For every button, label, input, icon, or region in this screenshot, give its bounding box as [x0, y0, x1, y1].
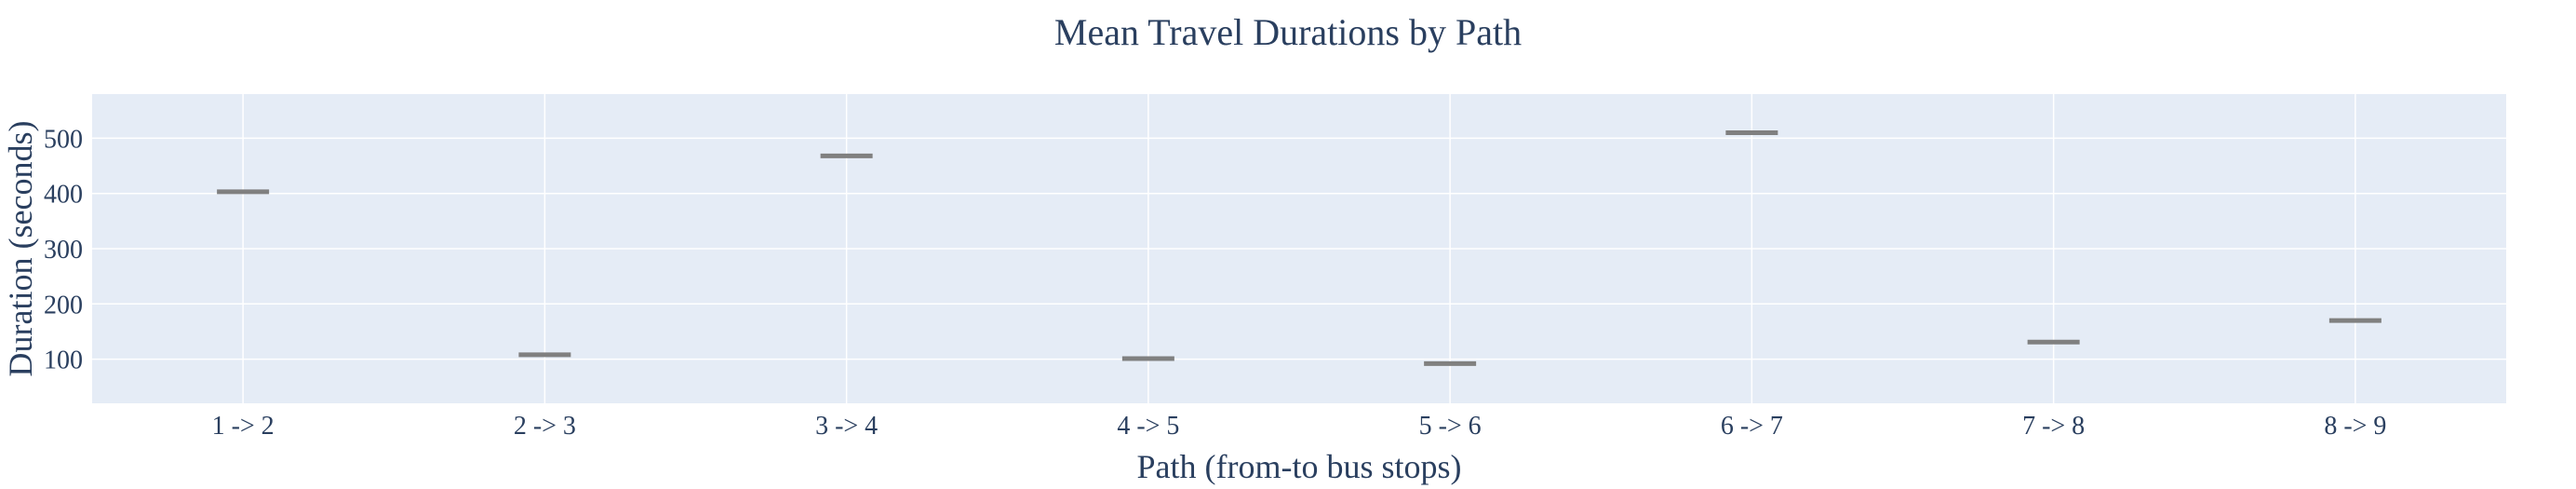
- x-tick-label: 1 -> 2: [212, 412, 275, 441]
- data-marks: [217, 130, 2381, 366]
- x-tick-label: 7 -> 8: [2022, 412, 2085, 441]
- y-tick-label: 400: [44, 181, 83, 210]
- chart-title: Mean Travel Durations by Path: [1054, 11, 1522, 53]
- x-tick-label: 2 -> 3: [514, 412, 576, 441]
- x-tick-label: 8 -> 9: [2324, 412, 2386, 441]
- y-tick-label: 500: [44, 125, 83, 154]
- y-axis-title: Duration (seconds): [2, 121, 39, 377]
- y-axis-ticks: 100 200 300 400 500: [44, 125, 83, 374]
- x-tick-label: 5 -> 6: [1419, 412, 1482, 441]
- x-axis-title: Path (from-to bus stops): [1137, 448, 1462, 485]
- x-tick-label: 4 -> 5: [1117, 412, 1179, 441]
- x-tick-label: 6 -> 7: [1721, 412, 1783, 441]
- y-tick-label: 300: [44, 236, 83, 265]
- x-tick-label: 3 -> 4: [815, 412, 878, 441]
- y-tick-label: 200: [44, 291, 83, 319]
- x-axis-ticks: 1 -> 2 2 -> 3 3 -> 4 4 -> 5 5 -> 6 6 -> 7 7 ->…: [212, 412, 2387, 441]
- gridlines: [92, 94, 2506, 403]
- y-tick-label: 100: [44, 346, 83, 375]
